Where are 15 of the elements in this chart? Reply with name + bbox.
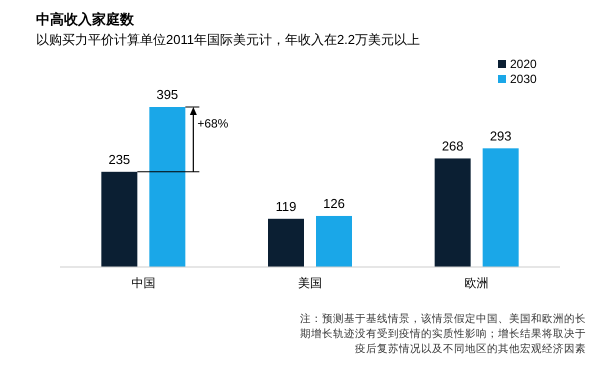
x-tick-label: 欧洲 — [464, 276, 489, 290]
data-label: 126 — [323, 196, 345, 211]
annotation: +68% — [197, 116, 229, 130]
legend-label: 2030 — [510, 72, 538, 86]
data-label: 395 — [156, 87, 178, 102]
x-tick-label: 美国 — [298, 276, 322, 290]
data-label: 268 — [442, 138, 464, 154]
legend-label: 2020 — [510, 57, 538, 71]
text: 注：预测基于基线情景，该情景假定中国、美国和欧洲的长期增长轨迹没有受到疫情的实质性影响；增长结果将取决于疫后复苏情况以及不同地区的其他宏观经济因素 — [300, 312, 586, 357]
title: 中高收入家庭数 — [36, 13, 134, 28]
data-label: 119 — [276, 198, 296, 214]
subtitle: 以购买力平价计算单位2011年国际美元计，年收入在2.2万美元以上 — [36, 32, 420, 47]
data-label: 235 — [108, 152, 130, 167]
data-label: 293 — [490, 128, 512, 144]
x-tick-label: 中国 — [131, 276, 156, 290]
